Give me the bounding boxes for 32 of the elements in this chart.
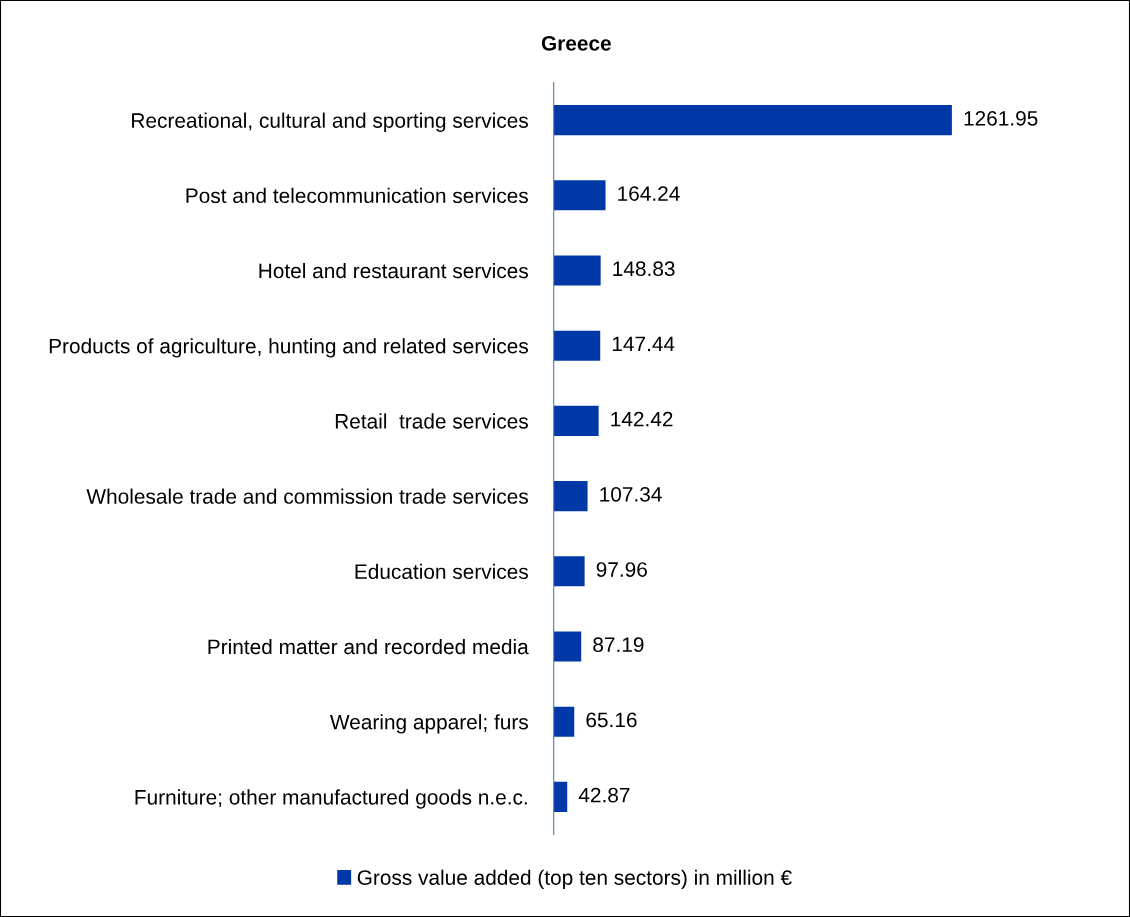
y-tick-label: Recreational, cultural and sporting services [132, 112, 528, 132]
data-label: 147.44 [612, 336, 675, 352]
bar [553, 706, 575, 737]
data-label: 142.42 [611, 411, 673, 427]
y-tick-label: Wearing apparel; furs [330, 714, 528, 734]
y-tick-label: Products of agriculture, hunting and related services [49, 338, 528, 358]
data-label: 87.19 [593, 637, 644, 653]
data-label: 97.96 [596, 562, 647, 577]
bar [553, 405, 599, 436]
bar [553, 180, 606, 211]
y-tick-label: Furniture; other manufactured goods n.e.c. [135, 789, 527, 809]
legend-label: Gross value added (top ten sectors) in million € [357, 869, 792, 890]
y-tick-label: Education services [355, 563, 528, 580]
bar [553, 781, 568, 812]
bar [553, 631, 582, 662]
y-tick-label: Printed matter and recorded media [208, 638, 529, 655]
chart-title: Greece [541, 35, 611, 51]
bar [553, 330, 601, 361]
y-tick-label: Hotel and restaurant services [259, 262, 528, 279]
bar [553, 105, 952, 136]
data-label: 65.16 [586, 712, 637, 728]
y-tick-label: Retail trade services [335, 413, 528, 429]
bar [553, 255, 601, 286]
data-label: 107.34 [600, 486, 662, 502]
bar [553, 556, 585, 587]
data-label: 1261.95 [964, 110, 1038, 126]
data-label: 42.87 [578, 787, 630, 803]
y-tick-label: Wholesale trade and commission trade services [86, 488, 528, 504]
bar [553, 481, 588, 512]
data-label: 148.83 [613, 261, 675, 277]
data-label: 164.24 [618, 186, 680, 201]
y-tick-label: Post and telecommunication services [186, 187, 528, 204]
